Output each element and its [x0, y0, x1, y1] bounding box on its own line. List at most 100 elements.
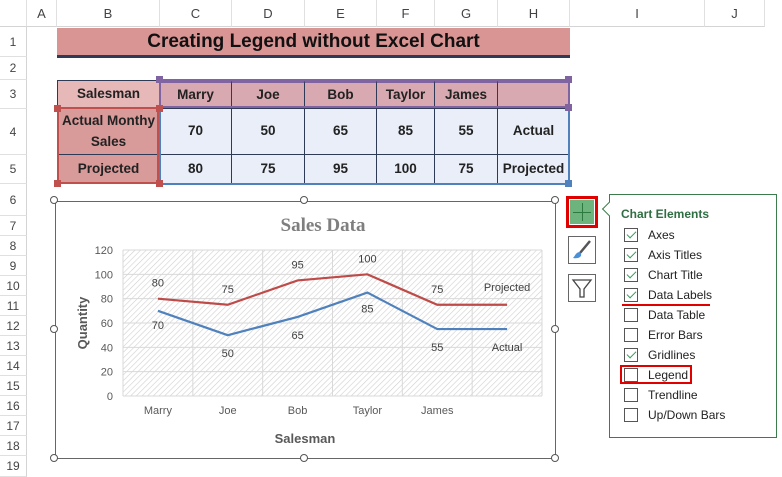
resize-handle[interactable]: [300, 196, 308, 204]
data-label[interactable]: 100: [358, 253, 376, 265]
data-label[interactable]: 85: [361, 304, 373, 316]
checkbox[interactable]: [624, 288, 638, 302]
checkbox[interactable]: [624, 348, 638, 362]
sheet-title[interactable]: Creating Legend without Excel Chart: [57, 28, 570, 58]
checkbox[interactable]: [624, 268, 638, 282]
range-handle[interactable]: [156, 105, 163, 112]
column-header[interactable]: J: [705, 0, 765, 27]
chart-element-chart-title[interactable]: Chart Title: [610, 265, 776, 285]
chart-element-axis-titles[interactable]: Axis Titles: [610, 245, 776, 265]
data-label[interactable]: 75: [222, 284, 234, 296]
row-header[interactable]: 2: [0, 57, 27, 80]
series-line-actual[interactable]: [157, 291, 508, 337]
row-header[interactable]: 13: [0, 336, 27, 356]
column-header[interactable]: B: [57, 0, 160, 27]
row-header[interactable]: 6: [0, 184, 27, 216]
data-label[interactable]: 70: [152, 320, 164, 332]
data-label[interactable]: 65: [291, 330, 303, 342]
data-label[interactable]: 75: [431, 284, 443, 296]
table-header-cell[interactable]: Bob: [305, 80, 377, 109]
column-header[interactable]: D: [232, 0, 305, 27]
column-header[interactable]: G: [435, 0, 498, 27]
checkbox[interactable]: [624, 228, 638, 242]
row-header[interactable]: 1: [0, 27, 27, 57]
chart-element-legend[interactable]: Legend: [610, 365, 776, 385]
range-handle[interactable]: [565, 76, 572, 83]
column-header[interactable]: F: [377, 0, 435, 27]
chart-element-error-bars[interactable]: Error Bars: [610, 325, 776, 345]
resize-handle[interactable]: [50, 325, 58, 333]
table-header-cell[interactable]: Salesman: [57, 80, 160, 109]
row-header[interactable]: 18: [0, 436, 27, 456]
data-label[interactable]: Projected: [484, 282, 530, 294]
resize-handle[interactable]: [300, 454, 308, 462]
range-handle[interactable]: [156, 76, 163, 83]
value-cell[interactable]: 70: [160, 109, 232, 155]
data-label[interactable]: Actual: [492, 342, 523, 354]
table-header-cell[interactable]: James: [435, 80, 498, 109]
table-header-cell[interactable]: Joe: [232, 80, 305, 109]
data-label[interactable]: 50: [222, 348, 234, 360]
row-header[interactable]: 15: [0, 376, 27, 396]
value-cell[interactable]: Projected: [498, 155, 570, 184]
row-header[interactable]: 16: [0, 396, 27, 416]
value-cell[interactable]: 75: [435, 155, 498, 184]
range-handle[interactable]: [156, 180, 163, 187]
checkbox[interactable]: [624, 408, 638, 422]
value-cell[interactable]: 95: [305, 155, 377, 184]
row-header[interactable]: 5: [0, 155, 27, 184]
chart-element-data-labels[interactable]: Data Labels: [610, 285, 776, 306]
select-all-corner[interactable]: [0, 0, 27, 27]
row-header[interactable]: 3: [0, 80, 27, 109]
checkbox[interactable]: [624, 368, 638, 382]
value-cell[interactable]: Actual: [498, 109, 570, 155]
chart-element-axes[interactable]: Axes: [610, 225, 776, 245]
checkbox[interactable]: [624, 328, 638, 342]
row-header[interactable]: 8: [0, 236, 27, 256]
row-header[interactable]: 11: [0, 296, 27, 316]
value-cell[interactable]: 85: [377, 109, 435, 155]
resize-handle[interactable]: [50, 454, 58, 462]
chart-filters-button[interactable]: [568, 274, 596, 302]
data-label[interactable]: 95: [291, 259, 303, 271]
data-label[interactable]: 80: [152, 278, 164, 290]
resize-handle[interactable]: [551, 454, 559, 462]
resize-handle[interactable]: [551, 196, 559, 204]
row-header[interactable]: 7: [0, 216, 27, 236]
column-header[interactable]: C: [160, 0, 232, 27]
chart-title[interactable]: Sales Data: [281, 215, 366, 236]
range-handle[interactable]: [565, 180, 572, 187]
checkbox[interactable]: [624, 248, 638, 262]
row-header[interactable]: 17: [0, 416, 27, 436]
range-handle[interactable]: [54, 180, 61, 187]
value-cell[interactable]: 65: [305, 109, 377, 155]
chart-styles-button[interactable]: [568, 236, 596, 264]
series-line-projected[interactable]: [157, 273, 508, 306]
data-label[interactable]: 55: [431, 342, 443, 354]
column-header[interactable]: E: [305, 0, 377, 27]
column-header[interactable]: A: [27, 0, 57, 27]
checkbox[interactable]: [624, 388, 638, 402]
chart-element-up-down-bars[interactable]: Up/Down Bars: [610, 405, 776, 425]
column-header[interactable]: H: [498, 0, 570, 27]
range-handle[interactable]: [565, 104, 572, 111]
value-cell[interactable]: 50: [232, 109, 305, 155]
row-header[interactable]: 10: [0, 276, 27, 296]
row-header[interactable]: 9: [0, 256, 27, 276]
chart-element-gridlines[interactable]: Gridlines: [610, 345, 776, 365]
chart-element-data-table[interactable]: Data Table: [610, 305, 776, 325]
row-header[interactable]: 12: [0, 316, 27, 336]
value-cell[interactable]: 55: [435, 109, 498, 155]
chart-element-trendline[interactable]: Trendline: [610, 385, 776, 405]
table-header-cell[interactable]: [498, 80, 570, 109]
x-axis-title[interactable]: Salesman: [275, 431, 336, 446]
row-header[interactable]: 14: [0, 356, 27, 376]
value-cell[interactable]: 80: [160, 155, 232, 184]
checkbox[interactable]: [624, 308, 638, 322]
table-header-cell[interactable]: Taylor: [377, 80, 435, 109]
column-header[interactable]: I: [570, 0, 705, 27]
row-header[interactable]: 4: [0, 109, 27, 155]
table-header-cell[interactable]: Marry: [160, 80, 232, 109]
y-axis-title[interactable]: Quantity: [75, 296, 90, 349]
range-handle[interactable]: [54, 105, 61, 112]
